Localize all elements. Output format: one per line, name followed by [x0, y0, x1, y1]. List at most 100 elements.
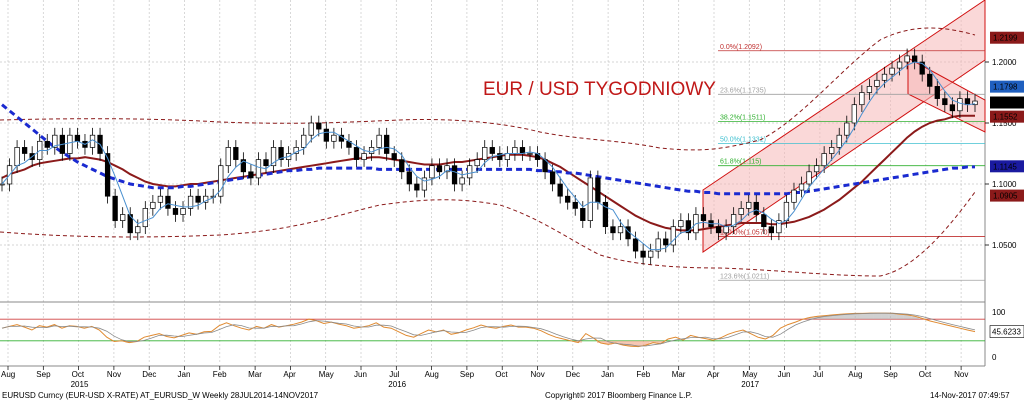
candle-body — [813, 165, 820, 173]
candle-body — [836, 134, 842, 148]
moving-average-blue — [1, 103, 975, 196]
osc-overbought-fill — [821, 315, 830, 320]
candle-body — [436, 165, 443, 173]
candle-body — [74, 134, 81, 142]
osc-oversold-fill — [641, 340, 650, 346]
month-label: Feb — [213, 370, 227, 379]
moving-average-red — [1, 114, 975, 232]
candle-body — [851, 104, 857, 124]
candle-body — [957, 98, 963, 112]
month-label: Oct — [72, 370, 85, 379]
candle-body — [391, 153, 397, 160]
osc-overbought-fill — [896, 314, 904, 320]
month-label: Nov — [531, 370, 545, 379]
price-tag-label: 1.1668 — [993, 99, 1018, 108]
candle-body — [135, 226, 141, 234]
osc-overbought-fill — [836, 314, 845, 320]
candle-body — [557, 183, 563, 197]
candle-body — [565, 195, 571, 203]
candle-body — [859, 92, 865, 106]
candle-body — [919, 61, 925, 75]
candle-body — [964, 98, 971, 106]
price-tag-label: 1.1552 — [993, 113, 1018, 122]
candle-body — [384, 134, 390, 154]
candle-body — [44, 140, 50, 148]
price-tag — [990, 110, 1024, 123]
month-label: Oct — [919, 370, 932, 379]
candle-body — [949, 104, 956, 112]
candle-body — [587, 177, 593, 221]
bollinger-upper — [0, 27, 976, 151]
candle-body — [180, 208, 186, 215]
year-label: 2017 — [741, 380, 759, 389]
candle-body — [308, 122, 314, 136]
candle-body — [255, 159, 262, 179]
candle-body — [844, 122, 850, 136]
candle-body — [331, 134, 337, 142]
candle-body — [368, 147, 375, 154]
osc-oversold-fill — [597, 340, 605, 343]
candle-body — [549, 171, 556, 185]
candle-body — [399, 159, 405, 173]
candle-body — [934, 86, 940, 99]
time-axis: Aug Sep Oct Nov Dec Jan Feb Mar Apr May Jun Jul Aug S… — [1, 366, 968, 389]
candle-body — [451, 165, 458, 185]
month-label: Jan — [178, 370, 191, 379]
candle-body — [617, 226, 624, 234]
osc-oversold-fill — [619, 340, 627, 346]
candle-body — [829, 147, 835, 154]
candle-body — [0, 183, 5, 186]
fib-label: 23.6%(1.1735) — [720, 87, 766, 94]
price-tag-label: 1.0905 — [993, 192, 1018, 201]
osc-overbought-fill — [911, 316, 919, 320]
candle-body — [406, 171, 412, 185]
candle-body — [165, 195, 171, 209]
osc-overbought-fill — [858, 313, 867, 320]
osc-overbought-fill — [866, 313, 874, 320]
month-label: May — [319, 370, 334, 379]
candle-body — [316, 122, 322, 130]
candle-body — [700, 214, 707, 221]
osc-overbought-fill — [873, 313, 882, 320]
candle-body — [715, 226, 722, 234]
price-tick-label: 1.2000 — [992, 58, 1017, 67]
month-label: Sep — [460, 370, 475, 379]
month-label: Sep — [36, 370, 51, 379]
price-tag — [990, 160, 1024, 173]
osc-oversold-fill — [626, 340, 635, 347]
month-label: Jul — [813, 370, 823, 379]
year-label: 2016 — [388, 380, 406, 389]
osc-overbought-fill — [844, 313, 852, 320]
osc-overbought-fill — [829, 314, 837, 320]
candle-body — [746, 201, 752, 209]
candle-body — [67, 134, 73, 154]
candle-body — [972, 100, 978, 106]
osc-overbought-fill — [888, 313, 897, 320]
sma-blue-line — [1, 103, 975, 196]
month-label: Aug — [1, 370, 15, 379]
candle-body — [150, 201, 156, 209]
candle-body — [187, 195, 194, 209]
price-tag-label: 1.1145 — [993, 162, 1017, 171]
year-label: 2015 — [71, 380, 89, 389]
candle-body — [678, 220, 684, 228]
month-label: Nov — [107, 370, 121, 379]
osc-oversold-fill — [604, 340, 612, 345]
fib-label: 100.0%(1.0570) — [720, 229, 770, 236]
candle-body — [120, 214, 126, 221]
osc-current-label: 45.6233 — [992, 328, 1021, 337]
price-tag — [990, 31, 1024, 44]
osc-overbought-fill — [851, 313, 859, 320]
month-label: Dec — [566, 370, 580, 379]
candle-body — [466, 165, 473, 179]
candle-body — [640, 250, 646, 258]
candle-body — [203, 195, 209, 203]
candle-body — [429, 165, 435, 179]
month-label: Aug — [848, 370, 862, 379]
candle-body — [127, 214, 133, 234]
osc-current-tag — [989, 325, 1024, 338]
candle-body — [157, 195, 164, 203]
candlestick-series — [0, 48, 978, 265]
candle-body — [421, 177, 428, 191]
